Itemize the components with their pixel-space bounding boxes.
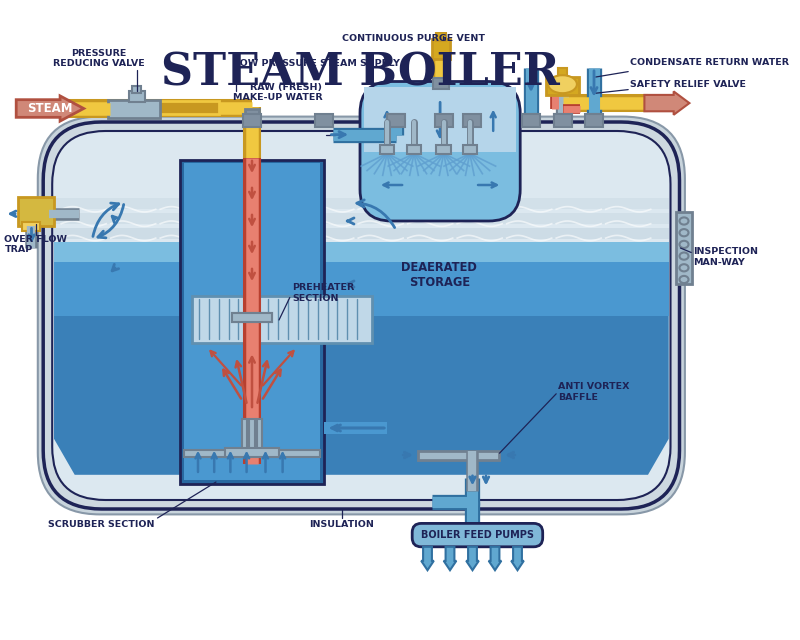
Text: STEAM: STEAM bbox=[26, 102, 72, 115]
Polygon shape bbox=[421, 547, 434, 570]
Text: DEAERATED
STORAGE: DEAERATED STORAGE bbox=[402, 261, 477, 289]
Bar bbox=[554, 114, 570, 125]
Text: OVER FLOW
TRAP: OVER FLOW TRAP bbox=[5, 234, 67, 254]
Bar bbox=[387, 114, 405, 127]
Bar bbox=[132, 86, 142, 93]
Bar bbox=[585, 114, 603, 127]
Bar bbox=[129, 92, 145, 102]
Polygon shape bbox=[444, 547, 456, 570]
Text: CONTINUOUS PURGE VENT: CONTINUOUS PURGE VENT bbox=[342, 34, 486, 43]
Bar bbox=[22, 222, 39, 231]
Bar bbox=[558, 68, 567, 79]
Text: ANTI VORTEX
BAFFLE: ANTI VORTEX BAFFLE bbox=[558, 382, 630, 402]
Ellipse shape bbox=[679, 253, 689, 260]
Ellipse shape bbox=[679, 264, 689, 271]
Bar bbox=[388, 114, 404, 125]
Text: INSULATION: INSULATION bbox=[310, 520, 374, 529]
Bar bbox=[586, 114, 602, 125]
Bar bbox=[242, 419, 247, 451]
Bar bbox=[184, 163, 320, 480]
Polygon shape bbox=[16, 96, 84, 121]
Bar bbox=[158, 101, 218, 114]
FancyBboxPatch shape bbox=[360, 81, 520, 221]
Text: PREHEATER
SECTION: PREHEATER SECTION bbox=[293, 284, 354, 303]
Bar bbox=[315, 114, 333, 127]
Bar bbox=[250, 419, 254, 451]
Bar bbox=[54, 242, 669, 262]
Polygon shape bbox=[54, 243, 669, 475]
Bar bbox=[232, 313, 272, 322]
Bar bbox=[463, 114, 482, 127]
Polygon shape bbox=[511, 547, 524, 570]
Bar bbox=[365, 87, 516, 152]
Text: BOILER FEED PUMPS: BOILER FEED PUMPS bbox=[421, 530, 534, 540]
Bar bbox=[437, 145, 451, 154]
Text: SAFETY RELIEF VALVE: SAFETY RELIEF VALVE bbox=[630, 80, 746, 89]
Polygon shape bbox=[466, 547, 478, 570]
Bar bbox=[257, 419, 262, 451]
Ellipse shape bbox=[679, 218, 689, 225]
Bar bbox=[324, 422, 387, 435]
Bar bbox=[523, 114, 539, 125]
Bar bbox=[225, 448, 279, 457]
Bar bbox=[522, 114, 540, 127]
Bar bbox=[676, 212, 692, 284]
Text: LOW PRESSURE STEAM SUPPLY: LOW PRESSURE STEAM SUPPLY bbox=[234, 59, 400, 68]
Bar bbox=[18, 196, 54, 225]
Bar bbox=[433, 78, 449, 89]
Ellipse shape bbox=[679, 241, 689, 248]
FancyBboxPatch shape bbox=[43, 122, 679, 509]
Bar bbox=[108, 99, 160, 118]
Bar bbox=[406, 145, 421, 154]
FancyBboxPatch shape bbox=[38, 116, 685, 515]
Bar bbox=[185, 449, 319, 457]
FancyBboxPatch shape bbox=[52, 131, 670, 500]
Bar bbox=[245, 109, 259, 125]
Bar bbox=[380, 145, 394, 154]
Bar bbox=[418, 451, 499, 460]
Ellipse shape bbox=[679, 276, 689, 283]
Bar bbox=[192, 296, 372, 342]
FancyBboxPatch shape bbox=[412, 524, 542, 547]
Bar bbox=[432, 39, 450, 59]
Ellipse shape bbox=[548, 76, 577, 93]
Text: SCRUBBER SECTION: SCRUBBER SECTION bbox=[47, 520, 154, 529]
Text: RAW (FRESH)
MAKE-UP WATER: RAW (FRESH) MAKE-UP WATER bbox=[233, 83, 322, 102]
Bar bbox=[54, 213, 669, 224]
Bar bbox=[434, 114, 453, 127]
Bar bbox=[180, 160, 324, 484]
Polygon shape bbox=[645, 92, 690, 115]
Bar bbox=[554, 114, 571, 127]
Bar bbox=[243, 114, 261, 127]
Bar bbox=[232, 313, 272, 322]
Text: CONDENSATE RETURN WATER: CONDENSATE RETURN WATER bbox=[630, 58, 789, 67]
Text: STEAM BOILER: STEAM BOILER bbox=[161, 52, 559, 95]
Bar bbox=[546, 77, 578, 95]
Bar bbox=[435, 32, 446, 41]
Text: PRESSURE
REDUCING VALVE: PRESSURE REDUCING VALVE bbox=[53, 49, 145, 68]
Ellipse shape bbox=[679, 229, 689, 236]
Bar bbox=[54, 228, 669, 239]
Polygon shape bbox=[489, 547, 502, 570]
Bar bbox=[462, 145, 477, 154]
Text: INSPECTION
MAN-WAY: INSPECTION MAN-WAY bbox=[693, 247, 758, 267]
Bar bbox=[54, 198, 669, 209]
Bar bbox=[54, 243, 669, 316]
